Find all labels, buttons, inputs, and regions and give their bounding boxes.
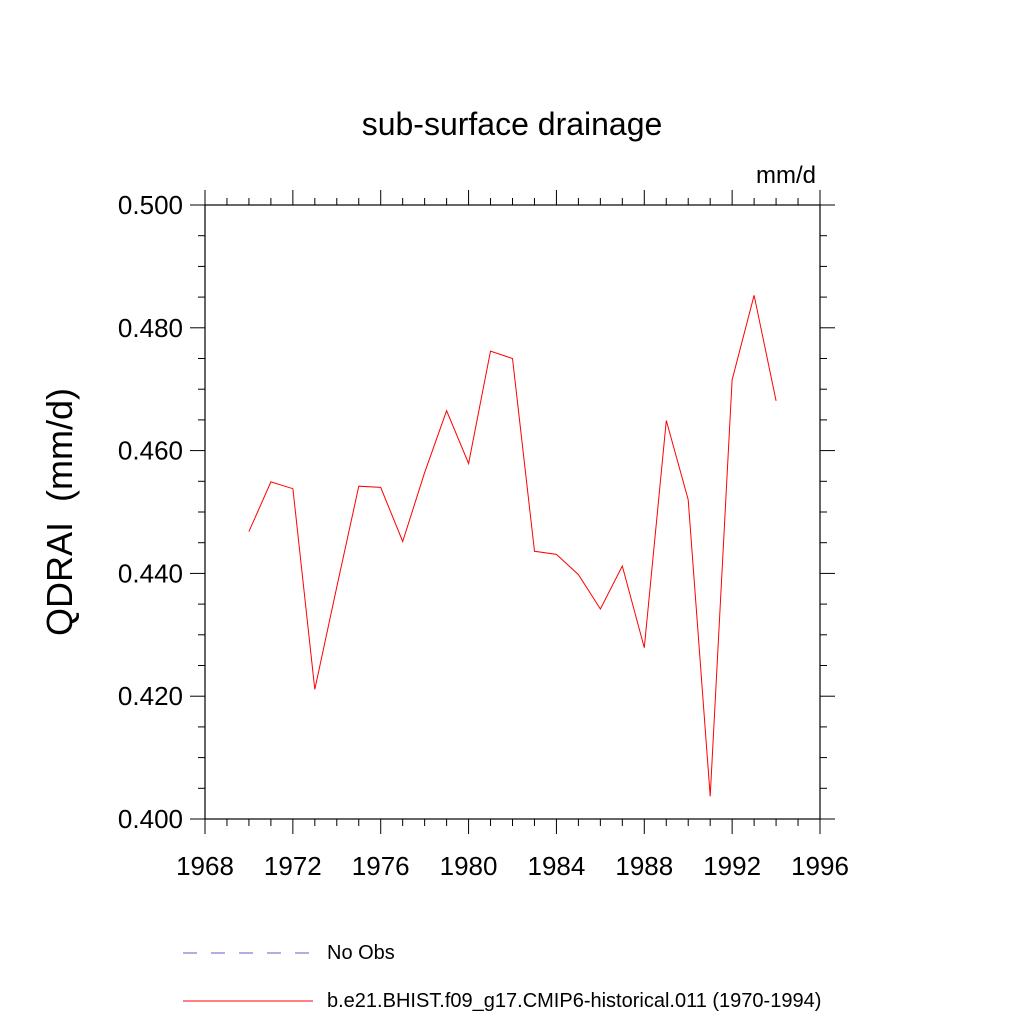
y-tick-label: 0.420 — [118, 681, 183, 711]
y-tick-label: 0.480 — [118, 313, 183, 343]
y-tick-label: 0.500 — [118, 190, 183, 220]
y-tick-label: 0.460 — [118, 436, 183, 466]
x-tick-label: 1968 — [176, 851, 234, 881]
x-tick-label: 1980 — [440, 851, 498, 881]
chart-title: sub-surface drainage — [361, 106, 663, 142]
legend-label-model: b.e21.BHIST.f09_g17.CMIP6-historical.011… — [327, 989, 822, 1012]
legend-item-no-obs: No Obs — [183, 940, 395, 966]
legend-swatch-dashed — [183, 952, 313, 954]
x-tick-label: 1984 — [528, 851, 586, 881]
legend-item-model: b.e21.BHIST.f09_g17.CMIP6-historical.011… — [183, 988, 821, 1014]
y-tick-label: 0.400 — [118, 804, 183, 834]
series-line-1 — [248, 295, 777, 797]
x-tick-label: 1976 — [352, 851, 410, 881]
legend-swatch-solid — [183, 1000, 313, 1002]
x-tick-label: 1972 — [264, 851, 322, 881]
plot-frame — [204, 204, 821, 820]
units-label: mm/d — [756, 162, 816, 189]
x-tick-label: 1992 — [703, 851, 761, 881]
y-tick-label: 0.440 — [118, 558, 183, 588]
x-tick-label: 1996 — [791, 851, 849, 881]
legend-label-no-obs: No Obs — [327, 941, 395, 964]
x-tick-label: 1988 — [615, 851, 673, 881]
